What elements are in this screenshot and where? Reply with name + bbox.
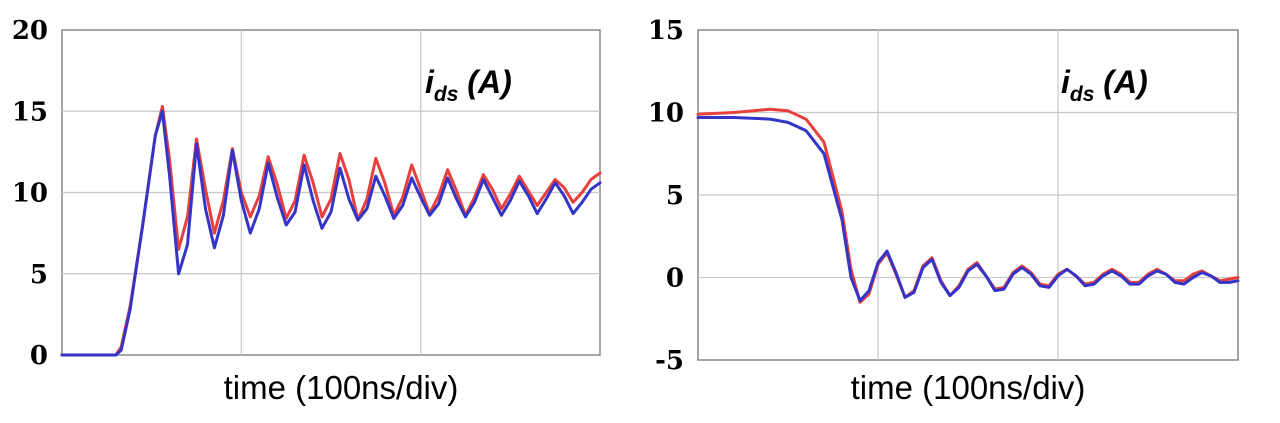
y-tick-label: 15 [12,97,48,127]
y-tick-label: 15 [648,16,684,46]
series-line-blue [696,116,1240,303]
series-line-red [60,104,602,357]
x-axis-label: time (100ns/div) [224,369,459,406]
right-chart-panel: -5 0 5 10 15 ids (A) time (100ns/div) [640,0,1280,423]
current-annotation: ids (A) [1061,64,1148,106]
y-tick-label: 10 [12,179,48,209]
y-tick-label: 0 [666,264,684,294]
current-annotation: ids (A) [425,64,512,106]
left-chart-panel: 0 5 10 15 20 ids (A) time (100ns/div) [0,0,620,423]
x-axis-label: time (100ns/div) [851,369,1086,406]
y-tick-label: 5 [30,260,48,290]
left-chart: 0 5 10 15 20 ids (A) time (100ns/div) [12,16,602,406]
y-tick-label: 0 [30,341,48,371]
series-line-blue [60,109,602,357]
right-chart: -5 0 5 10 15 ids (A) time (100ns/div) [648,16,1240,406]
y-tick-label: -5 [655,346,684,376]
y-tick-label: 5 [666,181,684,211]
y-tick-label: 20 [12,16,48,46]
y-tick-label: 10 [648,99,684,129]
